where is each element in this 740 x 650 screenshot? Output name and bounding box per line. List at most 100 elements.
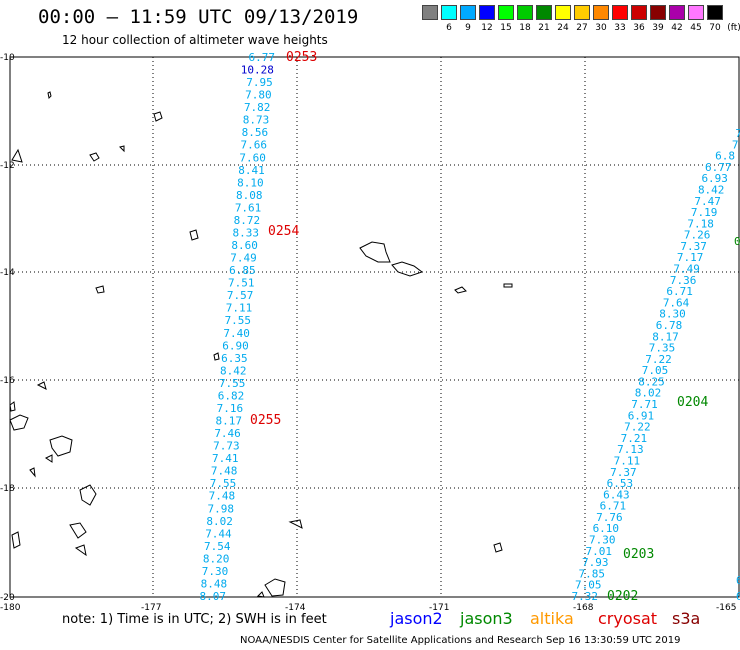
wave-height-value: 7.46 xyxy=(214,427,241,440)
wave-height-value: 7.55 xyxy=(225,314,252,327)
scale-label: 30 xyxy=(595,23,607,33)
wave-height-value: 6.43 xyxy=(603,488,630,501)
lat-label: -10 xyxy=(0,53,15,63)
wave-height-value: 7.32 xyxy=(572,590,599,603)
scale-label: 12 xyxy=(481,23,493,33)
wave-height-value: 7.48 xyxy=(211,465,238,478)
wave-height-value: 7.36 xyxy=(670,274,697,287)
wave-height-value: 7.37 xyxy=(610,466,637,479)
wave-height-value: 7.47 xyxy=(694,195,721,208)
edge-value: 6 xyxy=(736,590,740,603)
pass-time-label: 0255 xyxy=(250,413,281,428)
wave-height-value: 7.26 xyxy=(684,229,711,242)
wave-height-value: 7.82 xyxy=(244,101,271,114)
wave-height-value: 7.22 xyxy=(624,421,651,434)
lon-label: -165 xyxy=(716,603,736,613)
track-edge-labels: 0 6 6 xyxy=(734,235,740,603)
wave-height-value: 7.95 xyxy=(246,76,273,89)
wave-height-value: 8.42 xyxy=(698,183,725,196)
wave-height-value: 7.64 xyxy=(663,296,690,309)
wave-height-value: 7.98 xyxy=(207,502,234,515)
wave-height-value: 7.16 xyxy=(217,402,244,415)
wave-height-value: 8.02 xyxy=(635,387,662,400)
wave-height-value: 8.07 xyxy=(200,590,227,603)
wave-height-value: 7.41 xyxy=(212,452,239,465)
scale-color-box xyxy=(536,5,552,20)
wave-height-value: 7.17 xyxy=(677,251,704,264)
wave-height-value: 7.61 xyxy=(235,201,262,214)
map-title: 00:00 – 11:59 UTC 09/13/2019 xyxy=(38,6,359,28)
wave-height-value: 6.35 xyxy=(221,352,248,365)
scale-unit: (ft) xyxy=(727,23,740,33)
wave-height-value: 7.54 xyxy=(204,540,231,553)
satellite-legend-jason2: jason2 xyxy=(390,609,443,628)
scale-color-box xyxy=(574,5,590,20)
wave-height-value: 8.02 xyxy=(206,515,233,528)
lon-label: -180 xyxy=(0,603,21,613)
wave-height-value: 7.37 xyxy=(680,240,707,253)
satellite-legend-altika: altika xyxy=(530,609,574,628)
wave-height-value: 8.17 xyxy=(652,330,679,343)
wave-height-value: 6.93 xyxy=(701,172,728,185)
satellite-legend-s3a: s3a xyxy=(672,609,701,628)
wave-height-value: 8.56 xyxy=(242,126,269,139)
wave-height-value: 7.21 xyxy=(621,432,648,445)
wave-height-value: 7.11 xyxy=(614,454,641,467)
wave-height-value: 6.77 xyxy=(249,51,276,64)
wave-height-value: 7.80 xyxy=(245,89,272,102)
wave-height-value: 7.55 xyxy=(219,377,246,390)
wave-height-value: 7.30 xyxy=(589,534,616,547)
wave-height-value: 7.01 xyxy=(586,545,613,558)
wave-height-value: 7.35 xyxy=(649,342,676,355)
scale-label: 42 xyxy=(671,23,683,33)
wave-height-value: 7.49 xyxy=(230,252,257,265)
wave-height-value: 8.30 xyxy=(659,308,686,321)
wave-height-value: 7 xyxy=(732,138,739,151)
scale-color-box xyxy=(555,5,571,20)
wave-height-value: 7.48 xyxy=(209,490,236,503)
wave-height-value: 6.85 xyxy=(229,264,256,277)
wave-height-value: 7.05 xyxy=(575,579,602,592)
wave-height-value: 7.73 xyxy=(213,440,240,453)
wave-height-value: 8.17 xyxy=(215,415,242,428)
scale-color-box xyxy=(650,5,666,20)
wave-height-value: 7.57 xyxy=(227,289,254,302)
scale-label: 45 xyxy=(690,23,702,33)
wave-height-value: 7.93 xyxy=(582,556,609,569)
graticule xyxy=(10,57,739,597)
lat-label: -14 xyxy=(0,268,15,278)
scale-color-box xyxy=(441,5,457,20)
scale-color-box xyxy=(612,5,628,20)
scale-color-box xyxy=(422,5,438,20)
wave-height-value: 7.11 xyxy=(226,302,253,315)
wave-height-value: 7.44 xyxy=(205,527,232,540)
edge-value: 0 xyxy=(734,235,740,248)
lat-label: -20 xyxy=(0,593,15,603)
lat-label: -18 xyxy=(0,484,15,494)
scale-label: 6 xyxy=(446,23,452,33)
scale-label: 36 xyxy=(633,23,645,33)
right-altimeter-track: 776.86.776.938.427.477.197.187.267.377.1… xyxy=(572,127,740,603)
wave-height-value: 7.60 xyxy=(239,151,266,164)
wave-height-value: 7.13 xyxy=(617,443,644,456)
wave-height-value: 7.40 xyxy=(223,327,250,340)
wave-height-value: 8.10 xyxy=(237,176,264,189)
satellite-legend-jason3: jason3 xyxy=(460,609,513,628)
scale-color-box xyxy=(669,5,685,20)
footer-credit: NOAA/NESDIS Center for Satellite Applica… xyxy=(240,635,681,646)
scale-color-box xyxy=(460,5,476,20)
pass-time-labels: 0253 0254 0255 0204 0203 0202 xyxy=(250,50,708,604)
wave-height-value: 8.73 xyxy=(243,114,270,127)
pass-time-label: 0203 xyxy=(623,547,654,562)
lat-label: -12 xyxy=(0,161,15,171)
scale-label: 33 xyxy=(614,23,626,33)
scale-color-box xyxy=(517,5,533,20)
wave-height-value: 6.53 xyxy=(607,477,634,490)
wave-height-value: 8.60 xyxy=(231,239,258,252)
wave-height-value: 7.22 xyxy=(645,353,672,366)
wave-height-value: 8.20 xyxy=(203,552,230,565)
wave-height-value: 7.71 xyxy=(631,398,658,411)
wave-height-value: 8.33 xyxy=(233,226,260,239)
edge-value: 6 xyxy=(736,574,740,587)
scale-label: 39 xyxy=(652,23,664,33)
